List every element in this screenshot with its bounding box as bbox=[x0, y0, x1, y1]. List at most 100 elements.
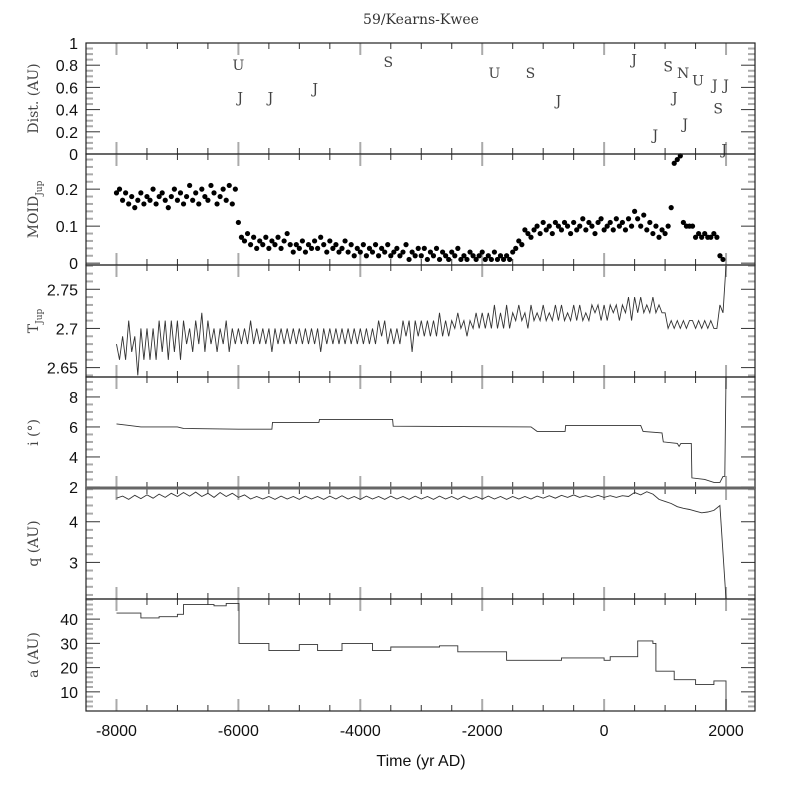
moid-point bbox=[507, 256, 513, 263]
moid-point bbox=[272, 242, 278, 248]
moid-point bbox=[598, 216, 604, 222]
y-tick-label: 0.2 bbox=[56, 125, 78, 142]
moid-point bbox=[568, 230, 574, 237]
y-tick-label: 2 bbox=[69, 480, 78, 497]
moid-point bbox=[473, 256, 479, 263]
moid-point bbox=[129, 193, 135, 200]
moid-point bbox=[126, 201, 132, 207]
moid-point bbox=[308, 245, 315, 251]
y-tick-label: 0 bbox=[69, 256, 78, 273]
moid-point bbox=[321, 242, 327, 248]
moid-point bbox=[165, 205, 171, 211]
moid-point bbox=[406, 256, 412, 263]
moid-point bbox=[601, 227, 607, 233]
moid-point bbox=[348, 242, 354, 248]
moid-point bbox=[162, 197, 168, 203]
moid-point bbox=[339, 245, 345, 251]
moid-point bbox=[528, 234, 534, 240]
moid-point bbox=[467, 249, 473, 255]
moid-point bbox=[427, 249, 434, 255]
moid-point bbox=[717, 253, 723, 259]
moid-point bbox=[696, 230, 702, 237]
moid-point bbox=[144, 193, 150, 200]
moid-point bbox=[208, 182, 214, 189]
moid-point bbox=[412, 253, 418, 259]
moid-point bbox=[571, 219, 577, 226]
moid-point bbox=[513, 245, 519, 251]
moid-point bbox=[113, 190, 120, 196]
moid-point bbox=[241, 238, 248, 244]
y-tick-label: 2.7 bbox=[56, 321, 78, 338]
moid-point bbox=[638, 223, 644, 229]
moid-point bbox=[238, 234, 245, 240]
moid-point bbox=[516, 238, 522, 244]
x-axis-label: Time (yr AD) bbox=[376, 753, 465, 770]
moid-point bbox=[577, 223, 583, 229]
planet-encounter-marker: J bbox=[719, 143, 727, 159]
moid-point bbox=[613, 216, 619, 222]
moid-point bbox=[659, 227, 665, 233]
moid-point bbox=[439, 249, 446, 255]
moid-point bbox=[275, 234, 281, 240]
moid-point bbox=[546, 223, 552, 229]
moid-point bbox=[153, 201, 159, 207]
moid-point bbox=[150, 186, 156, 192]
moid-point bbox=[720, 256, 726, 263]
planet-encounter-marker: U bbox=[232, 58, 244, 74]
planet-encounter-marker: S bbox=[663, 59, 673, 75]
moid-point bbox=[196, 201, 202, 207]
moid-point bbox=[254, 245, 260, 251]
moid-point bbox=[680, 219, 686, 226]
moid-point bbox=[668, 205, 674, 211]
moid-point bbox=[616, 223, 622, 229]
moid-point bbox=[290, 249, 296, 255]
incl-series-line bbox=[116, 377, 727, 483]
moid-point bbox=[662, 230, 668, 237]
moid-point bbox=[351, 253, 357, 259]
moid-point bbox=[357, 249, 363, 255]
y-tick-label: 4 bbox=[69, 515, 78, 532]
moid-point bbox=[589, 223, 595, 229]
moid-point bbox=[510, 249, 516, 255]
moid-point bbox=[555, 223, 562, 229]
moid-point bbox=[342, 238, 348, 244]
moid-point bbox=[336, 249, 342, 255]
y-tick-label: 0 bbox=[69, 147, 78, 164]
planet-encounter-marker: J bbox=[554, 94, 562, 110]
moid-point bbox=[650, 230, 656, 237]
moid-point bbox=[202, 193, 208, 200]
moid-point bbox=[622, 227, 629, 233]
x-tick-label: -8000 bbox=[96, 723, 137, 740]
moid-point bbox=[345, 249, 351, 255]
moid-point bbox=[354, 245, 360, 251]
moid-point bbox=[360, 242, 366, 248]
y-tick-label: 4 bbox=[69, 450, 78, 467]
moid-point bbox=[388, 253, 394, 259]
moid-point bbox=[333, 242, 339, 248]
moid-point bbox=[159, 190, 165, 196]
moid-point bbox=[293, 242, 299, 248]
x-tick-label: -6000 bbox=[218, 723, 259, 740]
moid-point bbox=[391, 249, 397, 255]
moid-point bbox=[534, 223, 540, 229]
moid-point bbox=[549, 230, 555, 237]
a-series-line bbox=[116, 602, 727, 710]
y-axis-label-main: i (°) bbox=[26, 419, 42, 446]
planet-encounter-marker: U bbox=[489, 66, 501, 82]
y-tick-label: 1 bbox=[69, 36, 78, 53]
moid-point bbox=[363, 253, 370, 259]
moid-point bbox=[171, 186, 177, 192]
moid-point bbox=[574, 227, 580, 233]
moid-point bbox=[284, 230, 290, 237]
y-tick-label: 10 bbox=[60, 685, 78, 702]
y-tick-label: 20 bbox=[60, 661, 78, 678]
chart-title: 59/Kearns-Kwee bbox=[363, 12, 479, 28]
moid-point bbox=[543, 227, 549, 233]
moid-point bbox=[156, 193, 162, 200]
moid-point bbox=[174, 197, 181, 203]
planet-encounter-marker: J bbox=[651, 128, 659, 144]
moid-point bbox=[318, 234, 324, 240]
y-axis-label-main: Dist. (AU) bbox=[26, 63, 42, 133]
moid-point bbox=[147, 197, 153, 203]
panel-q: 3 4 q (AU) bbox=[26, 487, 756, 600]
